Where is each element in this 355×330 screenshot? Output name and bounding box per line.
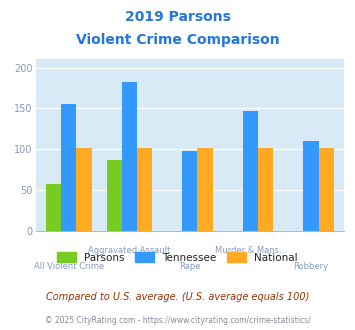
Text: Rape: Rape (179, 262, 201, 271)
Bar (46, 183, 61, 231)
Text: Compared to U.S. average. (U.S. average equals 100): Compared to U.S. average. (U.S. average … (46, 292, 309, 302)
Bar (258, 148, 273, 231)
Bar (304, 141, 319, 231)
Text: All Violent Crime: All Violent Crime (34, 262, 104, 271)
Bar (243, 111, 258, 231)
Bar (137, 148, 152, 231)
Text: Violent Crime Comparison: Violent Crime Comparison (76, 33, 279, 47)
Bar (76, 148, 92, 231)
Legend: Parsons, Tennessee, National: Parsons, Tennessee, National (53, 248, 302, 267)
Text: © 2025 CityRating.com - https://www.cityrating.com/crime-statistics/: © 2025 CityRating.com - https://www.city… (45, 316, 310, 325)
Text: Aggravated Assault: Aggravated Assault (88, 246, 170, 255)
Bar (319, 148, 334, 231)
Bar (106, 160, 122, 231)
Bar (122, 82, 137, 231)
Bar (182, 151, 197, 231)
Bar (197, 148, 213, 231)
Text: 2019 Parsons: 2019 Parsons (125, 10, 230, 24)
Bar (61, 104, 76, 231)
Text: Robbery: Robbery (294, 262, 329, 271)
Text: Murder & Mans...: Murder & Mans... (214, 246, 286, 255)
